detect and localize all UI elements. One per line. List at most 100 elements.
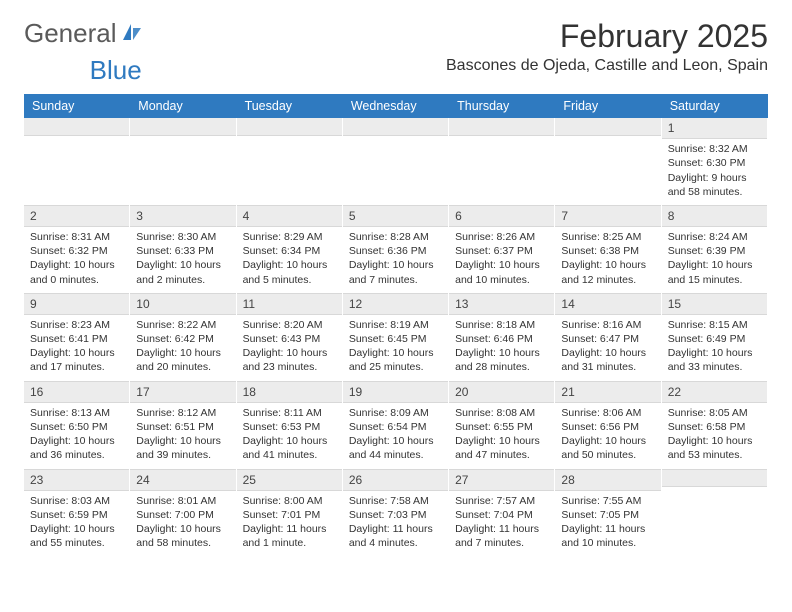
day-number: 12 (343, 293, 448, 315)
day-number: 19 (343, 381, 448, 403)
calendar-cell: 22Sunrise: 8:05 AMSunset: 6:58 PMDayligh… (662, 381, 768, 469)
cell-body: Sunrise: 8:08 AMSunset: 6:55 PMDaylight:… (449, 403, 554, 469)
cell-line: Sunset: 7:05 PM (561, 508, 654, 522)
cell-line: Daylight: 10 hours (561, 346, 654, 360)
calendar-cell: 16Sunrise: 8:13 AMSunset: 6:50 PMDayligh… (24, 381, 130, 469)
cell-line: and 4 minutes. (349, 536, 442, 550)
cell-line: Sunset: 6:33 PM (136, 244, 229, 258)
cell-line: Sunset: 7:00 PM (136, 508, 229, 522)
day-number: 20 (449, 381, 554, 403)
day-number: 27 (449, 469, 554, 491)
cell-line: and 23 minutes. (243, 360, 336, 374)
cell-line: Daylight: 10 hours (136, 258, 229, 272)
brand-sail-icon (121, 18, 143, 49)
cell-line: Daylight: 10 hours (136, 434, 229, 448)
cell-line: Sunset: 6:53 PM (243, 420, 336, 434)
cell-body: Sunrise: 8:26 AMSunset: 6:37 PMDaylight:… (449, 227, 554, 293)
cell-line: Daylight: 10 hours (668, 434, 761, 448)
cell-line: and 10 minutes. (455, 273, 548, 287)
cell-line: Sunrise: 8:25 AM (561, 230, 654, 244)
cell-body: Sunrise: 8:05 AMSunset: 6:58 PMDaylight:… (662, 403, 767, 469)
cell-line: Sunrise: 7:58 AM (349, 494, 442, 508)
cell-line: Sunset: 6:38 PM (561, 244, 654, 258)
cell-line: Sunrise: 8:32 AM (668, 142, 761, 156)
cell-body (449, 136, 554, 145)
cell-body: Sunrise: 8:11 AMSunset: 6:53 PMDaylight:… (237, 403, 342, 469)
cell-body: Sunrise: 8:29 AMSunset: 6:34 PMDaylight:… (237, 227, 342, 293)
cell-line: Sunrise: 8:09 AM (349, 406, 442, 420)
cell-line: Daylight: 10 hours (455, 434, 548, 448)
calendar: Sunday Monday Tuesday Wednesday Thursday… (24, 94, 768, 556)
day-number: 5 (343, 205, 448, 227)
calendar-cell: 25Sunrise: 8:00 AMSunset: 7:01 PMDayligh… (237, 469, 343, 557)
brand-logo: General (24, 18, 145, 49)
cell-line: Sunset: 7:03 PM (349, 508, 442, 522)
calendar-cell: 14Sunrise: 8:16 AMSunset: 6:47 PMDayligh… (555, 293, 661, 381)
cell-line: Daylight: 10 hours (668, 346, 761, 360)
cell-line: Daylight: 10 hours (30, 434, 123, 448)
cell-line: and 10 minutes. (561, 536, 654, 550)
cell-line: Daylight: 10 hours (668, 258, 761, 272)
cell-line: and 20 minutes. (136, 360, 229, 374)
cell-line: Daylight: 10 hours (30, 522, 123, 536)
cell-line: and 41 minutes. (243, 448, 336, 462)
calendar-cell: 28Sunrise: 7:55 AMSunset: 7:05 PMDayligh… (555, 469, 661, 557)
cell-body (555, 136, 660, 145)
cell-line: and 1 minute. (243, 536, 336, 550)
week-row: 23Sunrise: 8:03 AMSunset: 6:59 PMDayligh… (24, 469, 768, 557)
cell-line: and 12 minutes. (561, 273, 654, 287)
calendar-cell: 23Sunrise: 8:03 AMSunset: 6:59 PMDayligh… (24, 469, 130, 557)
cell-body: Sunrise: 8:19 AMSunset: 6:45 PMDaylight:… (343, 315, 448, 381)
day-number: 3 (130, 205, 235, 227)
cell-line: and 50 minutes. (561, 448, 654, 462)
cell-line: and 58 minutes. (668, 185, 761, 199)
cell-line: Sunrise: 8:12 AM (136, 406, 229, 420)
cell-body: Sunrise: 8:15 AMSunset: 6:49 PMDaylight:… (662, 315, 767, 381)
cell-body: Sunrise: 8:00 AMSunset: 7:01 PMDaylight:… (237, 491, 342, 557)
cell-body: Sunrise: 8:12 AMSunset: 6:51 PMDaylight:… (130, 403, 235, 469)
cell-line: Daylight: 10 hours (455, 258, 548, 272)
day-number: 15 (662, 293, 767, 315)
day-number (130, 118, 235, 136)
cell-line: Sunset: 6:37 PM (455, 244, 548, 258)
cell-line: Sunrise: 8:30 AM (136, 230, 229, 244)
cell-body: Sunrise: 8:23 AMSunset: 6:41 PMDaylight:… (24, 315, 129, 381)
calendar-cell: 9Sunrise: 8:23 AMSunset: 6:41 PMDaylight… (24, 293, 130, 381)
cell-line: Sunset: 6:36 PM (349, 244, 442, 258)
day-header-fri: Friday (555, 94, 661, 118)
cell-line: Sunset: 6:39 PM (668, 244, 761, 258)
cell-body (24, 136, 129, 145)
calendar-cell: 15Sunrise: 8:15 AMSunset: 6:49 PMDayligh… (662, 293, 768, 381)
cell-line: Sunrise: 8:16 AM (561, 318, 654, 332)
cell-line: and 53 minutes. (668, 448, 761, 462)
cell-body: Sunrise: 8:03 AMSunset: 6:59 PMDaylight:… (24, 491, 129, 557)
calendar-cell: 4Sunrise: 8:29 AMSunset: 6:34 PMDaylight… (237, 205, 343, 293)
cell-line: and 44 minutes. (349, 448, 442, 462)
location-text: Bascones de Ojeda, Castille and Leon, Sp… (446, 57, 768, 75)
cell-line: and 0 minutes. (30, 273, 123, 287)
cell-line: Sunrise: 8:18 AM (455, 318, 548, 332)
day-number: 6 (449, 205, 554, 227)
day-header-row: Sunday Monday Tuesday Wednesday Thursday… (24, 94, 768, 118)
cell-body: Sunrise: 8:20 AMSunset: 6:43 PMDaylight:… (237, 315, 342, 381)
cell-line: and 55 minutes. (30, 536, 123, 550)
cell-line: Daylight: 9 hours (668, 171, 761, 185)
cell-line: Sunrise: 8:28 AM (349, 230, 442, 244)
calendar-cell: 10Sunrise: 8:22 AMSunset: 6:42 PMDayligh… (130, 293, 236, 381)
cell-line: Daylight: 10 hours (136, 522, 229, 536)
day-number: 2 (24, 205, 129, 227)
cell-line: Sunrise: 8:26 AM (455, 230, 548, 244)
day-number: 11 (237, 293, 342, 315)
cell-body: Sunrise: 8:30 AMSunset: 6:33 PMDaylight:… (130, 227, 235, 293)
cell-line: and 5 minutes. (243, 273, 336, 287)
cell-line: Sunrise: 8:31 AM (30, 230, 123, 244)
cell-line: Daylight: 10 hours (243, 346, 336, 360)
month-title: February 2025 (446, 18, 768, 55)
cell-body: Sunrise: 8:32 AMSunset: 6:30 PMDaylight:… (662, 139, 767, 205)
day-number: 4 (237, 205, 342, 227)
calendar-cell: 19Sunrise: 8:09 AMSunset: 6:54 PMDayligh… (343, 381, 449, 469)
cell-body: Sunrise: 8:13 AMSunset: 6:50 PMDaylight:… (24, 403, 129, 469)
cell-body: Sunrise: 7:58 AMSunset: 7:03 PMDaylight:… (343, 491, 448, 557)
day-number: 16 (24, 381, 129, 403)
cell-line: Sunrise: 8:11 AM (243, 406, 336, 420)
